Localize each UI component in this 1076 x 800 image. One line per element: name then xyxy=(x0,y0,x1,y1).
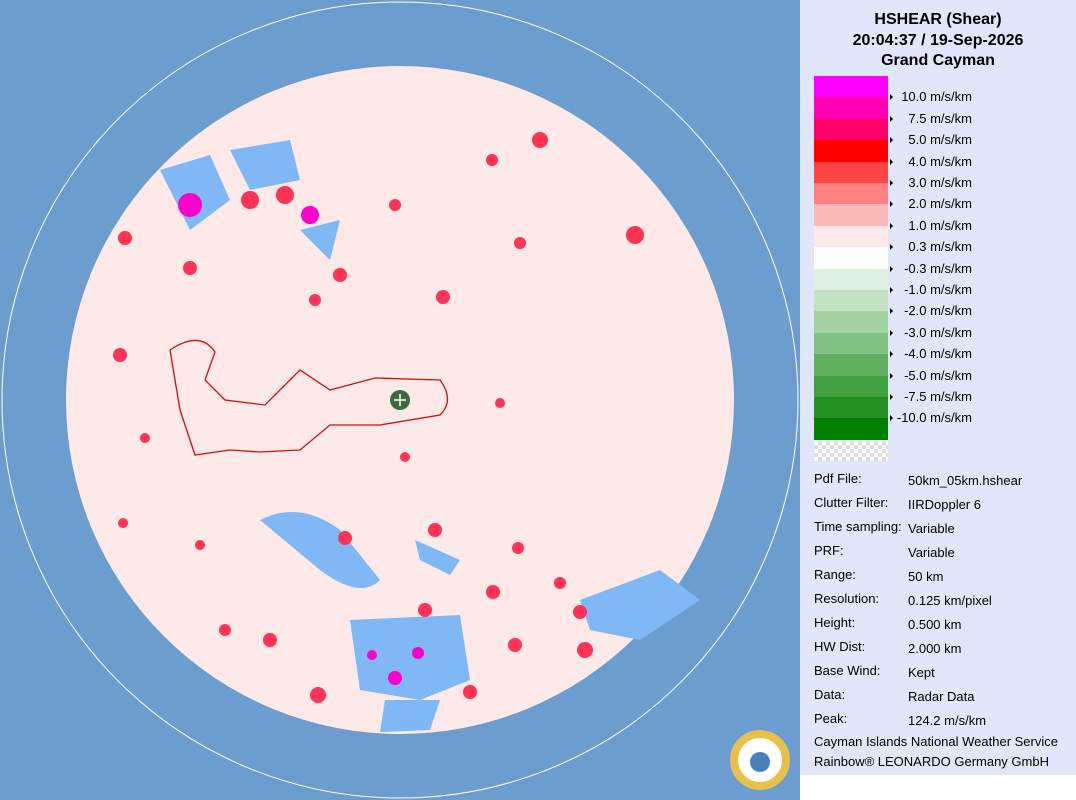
info-label: Range: xyxy=(814,567,856,582)
legend-arrow xyxy=(890,94,893,101)
info-label: Pdf File: xyxy=(814,471,862,486)
legend-label: 10.0 m/s/km xyxy=(901,89,972,105)
legend-arrow xyxy=(890,265,893,272)
legend-swatch xyxy=(814,332,888,355)
legend-swatch xyxy=(814,354,888,376)
radar-map xyxy=(0,0,800,800)
legend-label: -10.0 m/s/km xyxy=(896,410,972,426)
legend-label: 0.3 m/s/km xyxy=(908,239,972,255)
info-label: Data: xyxy=(814,687,846,702)
legend-arrow xyxy=(890,394,893,400)
negative-shear-areas xyxy=(160,140,700,732)
legend-arrow xyxy=(890,244,893,251)
site-name: Grand Cayman xyxy=(881,52,995,69)
info-value: IIRDoppler 6 xyxy=(908,497,981,512)
legend-swatch xyxy=(814,161,888,183)
title: HSHEAR (Shear) xyxy=(874,11,1002,28)
legend-arrow xyxy=(890,308,893,315)
info-value: 2.000 km xyxy=(908,641,962,656)
info-panel: HSHEAR (Shear) 20:04:37 / 19-Sep-2026 Gr… xyxy=(800,0,1076,775)
footer-line: Cayman Islands National Weather Service xyxy=(814,734,1058,749)
info-label: Resolution: xyxy=(814,591,880,606)
legend-label: -4.0 m/s/km xyxy=(904,346,972,362)
info-label: PRF: xyxy=(814,543,844,558)
legend-swatch xyxy=(814,118,888,141)
legend-arrow xyxy=(890,222,893,229)
legend-arrow xyxy=(890,351,893,358)
legend-swatch xyxy=(814,204,888,226)
info-label: Time sampling: xyxy=(814,519,902,534)
legend-label: -5.0 m/s/km xyxy=(904,367,972,383)
legend-swatch xyxy=(814,375,888,397)
positive-shear-cells xyxy=(113,132,644,703)
legend-swatch xyxy=(814,76,888,98)
legend-arrow xyxy=(890,372,893,379)
legend-label: 3.0 m/s/km xyxy=(908,175,972,190)
info-value: Variable xyxy=(908,545,955,560)
legend-label: 7.5 m/s/km xyxy=(908,110,972,126)
info-value: 0.125 km/pixel xyxy=(908,593,992,608)
info-value: 0.500 km xyxy=(908,617,962,632)
info-label: Height: xyxy=(814,615,856,630)
legend-label: 5.0 m/s/km xyxy=(908,132,972,148)
legend-label: -7.5 m/s/km xyxy=(904,389,972,404)
legend-label: -1.0 m/s/km xyxy=(904,282,972,297)
legend-arrow xyxy=(890,287,893,293)
legend-arrow xyxy=(890,158,893,165)
info-value: 50km_05km.hshear xyxy=(908,473,1023,488)
logo-emblem xyxy=(750,752,770,772)
legend-arrow xyxy=(890,180,893,186)
legend-arrow xyxy=(890,201,893,208)
legend-label: 1.0 m/s/km xyxy=(908,217,972,233)
legend-swatch xyxy=(814,397,888,419)
legend-swatch xyxy=(814,290,888,312)
no-data-swatch xyxy=(814,441,888,461)
legend-label: -2.0 m/s/km xyxy=(904,303,972,319)
legend-arrow xyxy=(890,415,893,422)
info-value: Kept xyxy=(908,665,935,680)
footer-line: Rainbow® LEONARDO Germany GmbH xyxy=(814,754,1049,769)
radar-site-cross xyxy=(394,394,406,406)
island-outline xyxy=(169,339,449,456)
info-label: Base Wind: xyxy=(814,663,881,678)
legend-arrow xyxy=(890,115,893,122)
timestamp: 20:04:37 / 19-Sep-2026 xyxy=(852,32,1024,49)
legend-swatch xyxy=(814,183,888,205)
legend-swatch xyxy=(814,247,888,269)
legend-label: -0.3 m/s/km xyxy=(904,260,972,276)
info-label: Clutter Filter: xyxy=(814,495,889,510)
info-value: 124.2 m/s/km xyxy=(908,713,987,728)
legend-swatch xyxy=(814,225,888,248)
legend-swatch xyxy=(814,311,888,333)
range-ring xyxy=(1,1,799,799)
info-value: Radar Data xyxy=(908,689,975,704)
legend-label: -3.0 m/s/km xyxy=(904,324,972,340)
legend-label: 4.0 m/s/km xyxy=(908,153,972,169)
legend-arrow xyxy=(890,137,893,144)
info-value: Variable xyxy=(908,521,955,536)
info-label: HW Dist: xyxy=(814,639,866,654)
legend-label: 2.0 m/s/km xyxy=(908,196,972,212)
legend-arrow xyxy=(890,329,893,336)
info-label: Peak: xyxy=(814,711,848,726)
legend-swatch xyxy=(814,97,888,119)
info-value: 50 km xyxy=(908,569,944,584)
legend-swatch xyxy=(814,140,888,162)
legend-swatch xyxy=(814,268,888,290)
legend-swatch xyxy=(814,418,888,440)
